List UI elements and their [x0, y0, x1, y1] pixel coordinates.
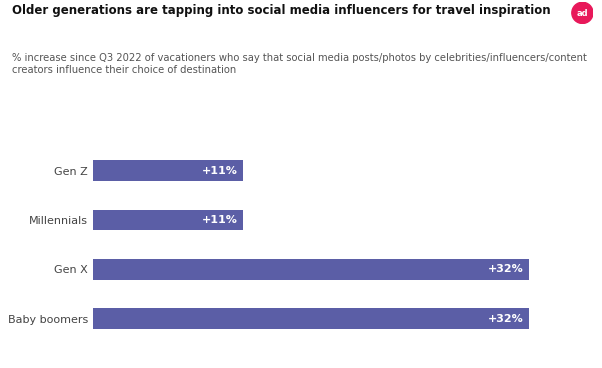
Bar [93, 259, 529, 280]
Text: Older generations are tapping into social media influencers for travel inspirati: Older generations are tapping into socia… [12, 4, 551, 17]
Text: ad: ad [577, 9, 588, 18]
Bar [93, 308, 529, 329]
Circle shape [572, 2, 593, 24]
Text: +32%: +32% [488, 264, 524, 275]
Text: +11%: +11% [202, 166, 238, 176]
Text: +32%: +32% [488, 314, 524, 324]
Bar [93, 210, 243, 230]
Bar [93, 160, 243, 181]
Text: +11%: +11% [202, 215, 238, 225]
Text: % increase since Q3 2022 of vacationers who say that social media posts/photos b: % increase since Q3 2022 of vacationers … [12, 53, 587, 75]
